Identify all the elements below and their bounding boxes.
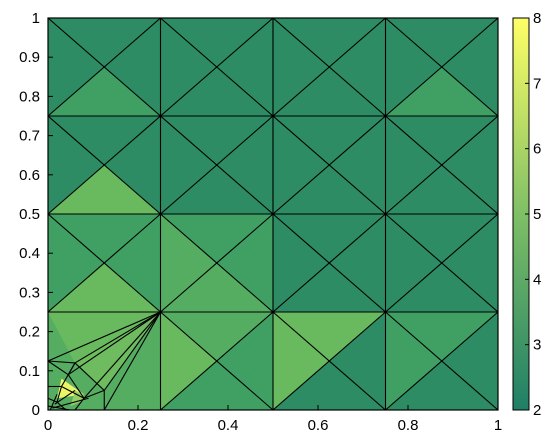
x-tick-label-4: 0.8: [398, 417, 419, 434]
y-tick-label-1: 0.1: [19, 363, 40, 380]
y-tick-label-3: 0.3: [19, 284, 40, 301]
x-tick-label-0: 0: [44, 417, 52, 434]
corner-edge-6: [47, 360, 76, 364]
mesh-diag-25: [385, 213, 499, 313]
y-tick-label-5: 0.5: [19, 206, 40, 223]
mesh-diag-11: [160, 115, 274, 215]
colorbar-tick-label-2: 4: [533, 271, 541, 288]
mesh-triangle-9: [273, 312, 386, 361]
y-tick-label-2: 0.2: [19, 324, 40, 341]
corner-edge-9: [83, 389, 105, 399]
corner-edge-23: [47, 360, 69, 376]
mesh-diag-5: [47, 17, 161, 117]
colorbar-tick-label-0: 2: [533, 402, 541, 419]
mesh-diag-29: [385, 17, 499, 117]
colorbar-tick-label-3: 5: [533, 206, 541, 223]
mesh-triangle-1: [48, 67, 161, 116]
mesh-triangle-2: [48, 165, 161, 214]
mesh-diag-17: [272, 213, 386, 313]
mesh-triangle-4: [160, 263, 273, 312]
mesh-triangle-0: [385, 67, 498, 116]
mesh-diag-23: [385, 311, 499, 411]
colorbar-tick-label-4: 6: [533, 141, 541, 158]
y-tick-label-6: 0.6: [19, 167, 40, 184]
mesh-diag-3: [47, 115, 161, 215]
corner-edge-14: [56, 386, 63, 403]
x-tick-label-3: 0.6: [308, 417, 329, 434]
y-tick-label-8: 0.8: [19, 88, 40, 105]
colorbar-tick-label-6: 8: [533, 10, 541, 27]
colorbar: 2 3 4 5 6 7 8: [512, 10, 541, 419]
mesh-diag-7: [160, 311, 274, 411]
mesh-triangle-5: [160, 214, 217, 312]
y-tick-label-4: 0.4: [19, 245, 40, 262]
mesh-diag-1: [47, 213, 161, 313]
corner-edge-1: [74, 311, 161, 364]
mesh-triangle-6: [160, 312, 217, 410]
mesh-diag-21: [272, 17, 386, 117]
mesh-triangle-3: [48, 263, 161, 312]
colorbar-tick-label-1: 3: [533, 337, 541, 354]
y-tick-label-0: 0: [32, 402, 40, 419]
corner-triangle-1: [75, 312, 161, 391]
corner-edge-3: [103, 311, 161, 411]
y-tick-label-9: 0.9: [19, 49, 40, 66]
mesh-diag-9: [160, 213, 274, 313]
x-axis: 0 0.2 0.4 0.6 0.8 1: [44, 405, 502, 434]
mesh-diag-13: [160, 17, 274, 117]
corner-edge-7: [74, 362, 105, 391]
colorbar-tick-label-5: 7: [533, 75, 541, 92]
corner-edge-20: [49, 394, 58, 411]
corner-edge-16: [47, 397, 58, 403]
corner-edge-22: [67, 374, 85, 399]
x-tick-label-1: 0.2: [128, 417, 149, 434]
y-tick-label-7: 0.7: [19, 128, 40, 145]
x-tick-label-2: 0.4: [218, 417, 239, 434]
mesh-triangle-7: [160, 312, 273, 361]
triangle-mesh: [47, 17, 499, 411]
mesh-triangle-10: [385, 312, 442, 410]
mesh-triangle-11: [385, 312, 498, 361]
corner-edge-21: [67, 362, 76, 375]
mesh-triangle-8: [273, 312, 330, 410]
corner-edge-18: [52, 397, 89, 409]
x-tick-label-5: 1: [494, 417, 502, 434]
y-tick-label-10: 1: [32, 10, 40, 27]
mesh-diag-15: [272, 311, 386, 411]
corner-edge-4: [103, 311, 161, 391]
mesh-diag-27: [385, 115, 499, 215]
corner-edge-17: [54, 389, 76, 405]
corner-edge-0: [47, 311, 161, 362]
corner-edge-5: [67, 311, 161, 376]
mesh-diag-19: [272, 115, 386, 215]
y-axis: 0 0.1 0.2 0.3 0.4 0.5 0.6 0.7 0.8 0.9 1: [19, 10, 53, 419]
